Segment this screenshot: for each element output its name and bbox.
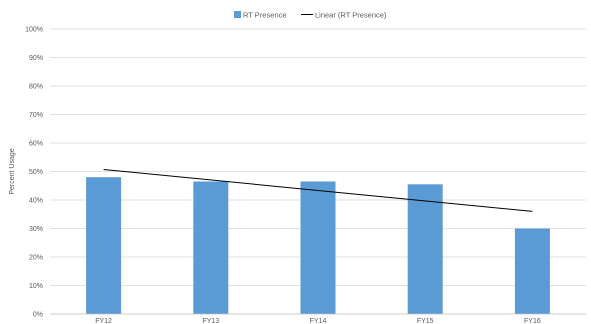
bar-fy15 [407, 184, 443, 314]
x-tick-label: FY13 [202, 318, 219, 324]
legend-label-rt-presence: RT Presence [243, 11, 287, 20]
x-tick-label: FY14 [310, 318, 327, 324]
legend: RT Presence Linear (RT Presence) [234, 11, 387, 20]
y-tick-label: 90% [29, 55, 43, 62]
bar-fy14 [300, 181, 336, 314]
y-tick-label: 70% [29, 112, 43, 119]
y-tick-label: 20% [29, 255, 43, 262]
x-tick-label: FY12 [95, 318, 112, 324]
y-axis-title: Percent Usage [9, 148, 16, 194]
bar-fy16 [514, 228, 550, 314]
x-tick-label: FY15 [417, 318, 434, 324]
legend-label-linear-trend: Linear (RT Presence) [315, 11, 387, 20]
y-tick-label: 100% [25, 27, 43, 34]
y-tick-label: 10% [29, 283, 43, 290]
y-tick-label: 50% [29, 169, 43, 176]
x-axis-ticks: FY12 FY13 FY14 FY15 FY16 [95, 318, 541, 324]
y-tick-label: 30% [29, 226, 43, 233]
bars [86, 177, 550, 314]
y-tick-label: 80% [29, 84, 43, 91]
x-tick-label: FY16 [524, 318, 541, 324]
bar-fy12 [86, 177, 122, 314]
y-axis-ticks: 0% 10% 20% 30% 40% 50% 60% 70% 80% 90% 100% [25, 27, 43, 319]
bar-fy13 [193, 181, 229, 314]
y-tick-label: 0% [33, 312, 43, 319]
legend-swatch-rt-presence [234, 11, 241, 18]
y-tick-label: 60% [29, 141, 43, 148]
y-tick-label: 40% [29, 198, 43, 205]
trendline-linear-rt-presence [103, 169, 533, 212]
